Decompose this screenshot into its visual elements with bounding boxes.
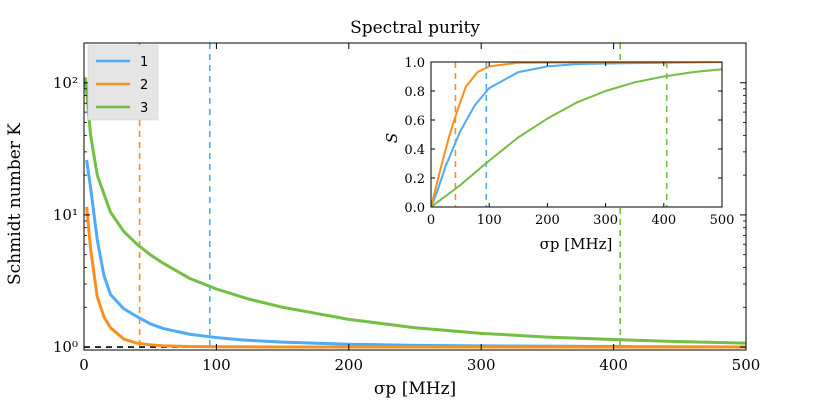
inset-x-tick-label: 0	[427, 213, 435, 228]
inset-x-tick-label: 200	[535, 213, 560, 228]
main-x-tick-label: 300	[467, 356, 496, 374]
inset-x-tick-label: 500	[710, 213, 735, 228]
inset-axes: 0 100 200 300 400 500 0.0 0.2 0.4 0.6 0.8 1.0	[404, 56, 734, 228]
main-x-axis-label: σp [MHz]	[374, 379, 456, 399]
main-x-tick-label: 400	[599, 356, 628, 374]
inset-y-tick-label: 0.8	[404, 85, 425, 100]
main-axes: 0 100 200 300 400 500 10⁰ 10¹ 10²	[53, 42, 761, 374]
main-y-axis-label: Schmidt number K	[5, 123, 25, 285]
main-y-tick-label: 10¹	[53, 206, 78, 224]
inset-x-tick-label: 400	[651, 213, 676, 228]
main-plot	[84, 43, 746, 350]
inset-y-axis-label: S	[383, 133, 401, 143]
main-series-line-1	[85, 159, 746, 349]
main-frame	[83, 42, 747, 351]
inset-y-tick-label: 0.6	[404, 114, 425, 129]
inset-series-line-2	[431, 62, 722, 207]
inset-y-tick-label: 0.2	[404, 172, 425, 187]
inset-y-tick-label: 0.0	[404, 201, 425, 216]
inset-x-tick-label: 100	[477, 213, 502, 228]
chart-title: Spectral purity	[350, 18, 480, 38]
inset-series-line-3	[431, 68, 722, 207]
main-x-tick-label: 0	[79, 356, 89, 374]
legend-label-series-2: 2	[140, 78, 148, 93]
inset-background	[431, 62, 722, 207]
main-y-tick-label: 10²	[53, 74, 78, 92]
legend-label-series-3: 3	[140, 101, 148, 116]
legend: 1 2 3	[87, 44, 159, 121]
legend-label-series-1: 1	[140, 55, 148, 70]
inset-y-tick-label: 0.4	[404, 143, 425, 158]
inset-x-axis-label: σp [MHz]	[540, 235, 613, 253]
main-series-line-3	[84, 77, 746, 345]
main-x-tick-label: 500	[732, 356, 761, 374]
inset-frame	[430, 61, 723, 208]
main-series-line-2	[85, 206, 746, 349]
inset-y-tick-label: 1.0	[404, 56, 425, 71]
main-x-tick-label: 100	[202, 356, 231, 374]
main-x-tick-label: 200	[334, 356, 363, 374]
inset-x-tick-label: 300	[593, 213, 618, 228]
inset-plot	[431, 62, 722, 207]
main-y-tick-label: 10⁰	[53, 338, 78, 356]
